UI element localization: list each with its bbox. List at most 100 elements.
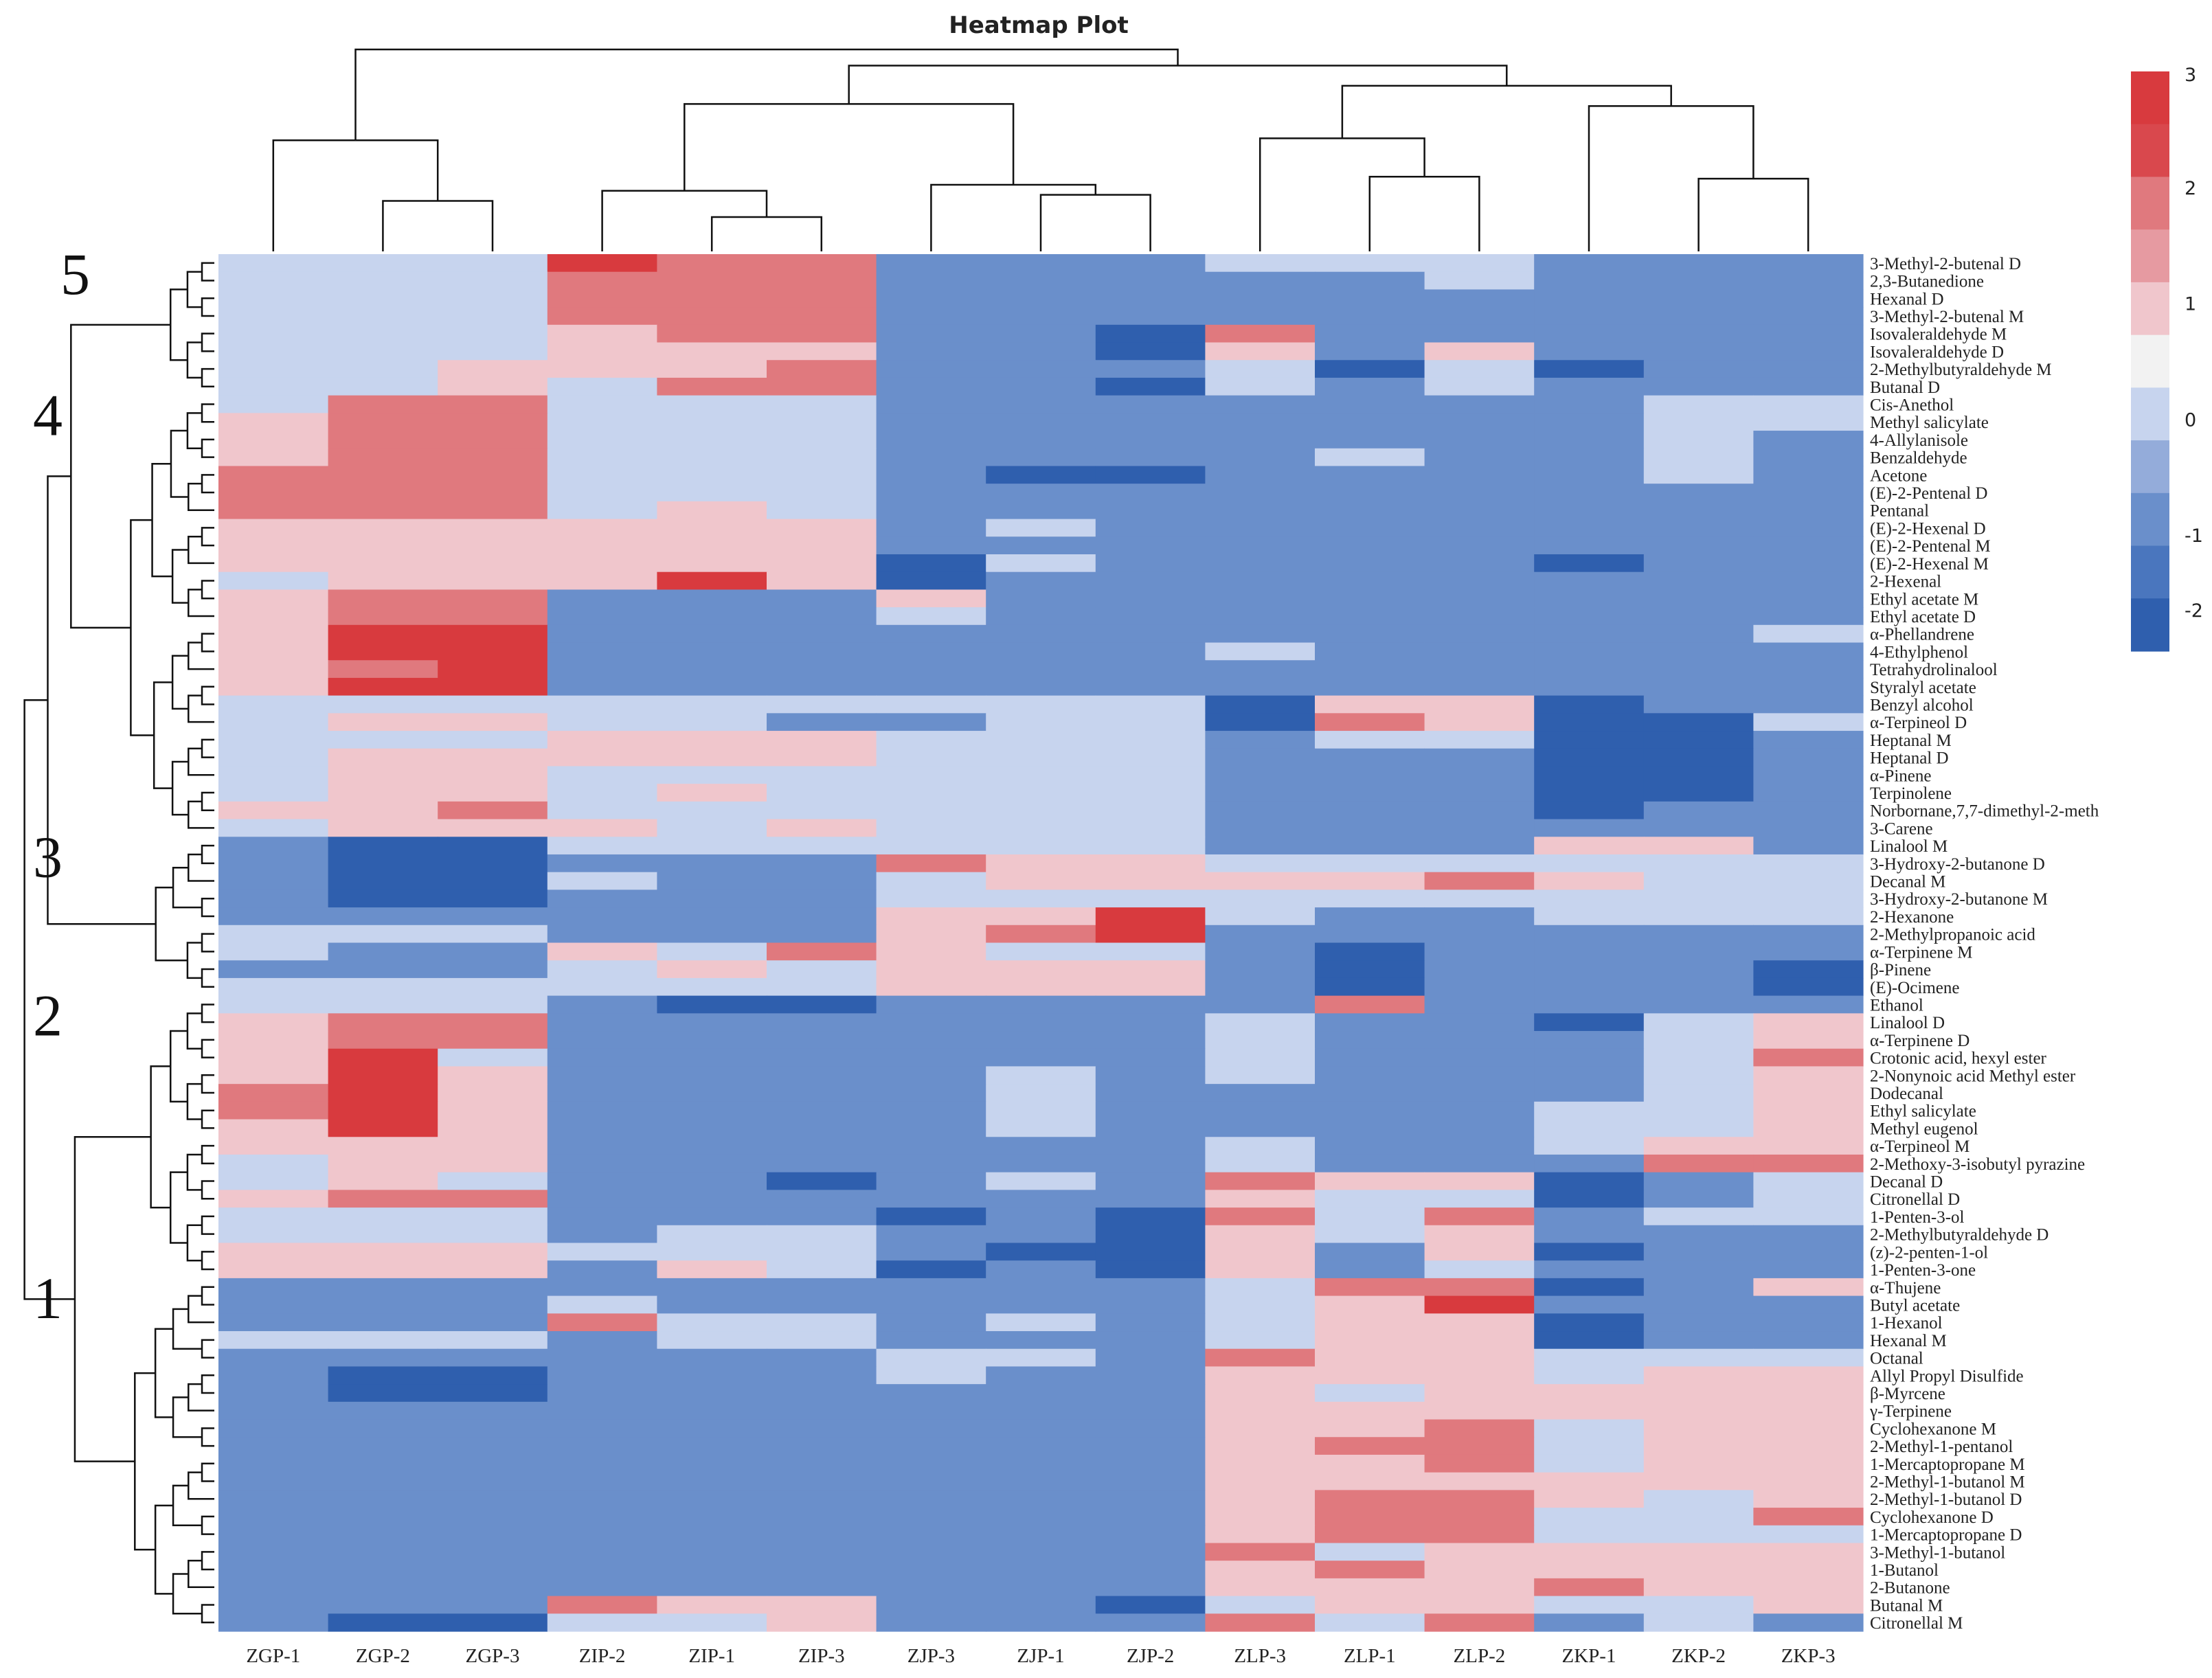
heatmap-cell (986, 748, 1096, 767)
row-label: 2-Hexanone (1870, 908, 1954, 927)
heatmap-cell (1315, 713, 1425, 732)
heatmap-cell (767, 1243, 877, 1261)
heatmap-cell (1753, 1013, 1864, 1032)
row-label: 2-Methoxy-3-isobutyl pyrazine (1870, 1155, 2085, 1174)
heatmap-cell (1534, 448, 1645, 467)
heatmap-cell (218, 1348, 329, 1368)
heatmap-cell (767, 342, 877, 361)
heatmap-cell (1205, 748, 1316, 767)
heatmap-cell (1205, 960, 1316, 979)
heatmap-cell (767, 1419, 877, 1438)
heatmap-cell (328, 1561, 438, 1579)
heatmap-cell (1095, 925, 1206, 944)
row-label: 3-Methyl-2-butenal D (1870, 255, 2021, 273)
heatmap-cell (328, 1366, 438, 1385)
row-label: 2-Methylbutyraldehyde D (1870, 1226, 2049, 1245)
heatmap-cell (767, 1313, 877, 1332)
heatmap-cell (1205, 1561, 1316, 1579)
row-dendrogram-branch (201, 1551, 214, 1571)
heatmap-cell (547, 1472, 657, 1490)
heatmap-cell (218, 748, 329, 767)
row-dendrogram-branch (188, 589, 214, 617)
heatmap-cell (657, 1084, 767, 1102)
heatmap-cell (876, 872, 986, 890)
heatmap-cell (1534, 536, 1645, 555)
heatmap-cell (657, 977, 767, 997)
row-label: 2-Methyl-1-butanol D (1870, 1490, 2022, 1509)
heatmap-cell (1205, 501, 1316, 520)
heatmap-cell (1424, 307, 1535, 326)
heatmap-cell (1643, 801, 1754, 820)
heatmap-cell (1095, 501, 1206, 520)
heatmap-cell (1315, 431, 1425, 449)
heatmap-cell (657, 1031, 767, 1050)
heatmap-cell (328, 1454, 438, 1473)
heatmap-cell (767, 1278, 877, 1297)
heatmap-cell (657, 713, 767, 732)
row-dendrogram-branch (150, 1065, 171, 1209)
heatmap-cell (1095, 889, 1206, 908)
row-dendrogram-branch (201, 1286, 214, 1306)
heatmap-cell (767, 1066, 877, 1085)
heatmap-cell (1534, 748, 1645, 767)
colorbar-legend: 3 2 1 0 -1 -2 (2131, 65, 2203, 652)
heatmap-cell (438, 1454, 548, 1473)
heatmap-cell (986, 660, 1096, 679)
heatmap-cell (1315, 854, 1425, 873)
row-label: Heptanal D (1870, 749, 1949, 768)
heatmap-cell (438, 1208, 548, 1226)
chart-title: Heatmap Plot (949, 12, 1128, 39)
heatmap-cell (1095, 872, 1206, 890)
column-dendrogram-branch (1341, 84, 1672, 139)
heatmap-cell (1205, 1525, 1316, 1544)
heatmap-cell (328, 1154, 438, 1173)
heatmap-cell (1534, 1190, 1645, 1208)
heatmap-cell (1643, 837, 1754, 855)
heatmap-cell (986, 1031, 1096, 1050)
column-label: ZJP-2 (1127, 1645, 1174, 1667)
heatmap-cell (438, 466, 548, 484)
column-dendrogram-branch (684, 103, 1015, 191)
row-label: Cyclohexanone D (1870, 1508, 1994, 1527)
heatmap-cell (657, 1543, 767, 1561)
heatmap-cell (986, 784, 1096, 802)
heatmap-cell (986, 466, 1096, 484)
heatmap-cell (986, 1048, 1096, 1067)
row-dendrogram-branch (70, 324, 171, 629)
heatmap-cell (1753, 660, 1864, 679)
cluster-label: 1 (33, 1265, 63, 1331)
heatmap-cell (438, 342, 548, 361)
heatmap-cell (767, 1613, 877, 1632)
heatmap-cell (1095, 766, 1206, 784)
row-dendrogram-branch (201, 1039, 214, 1058)
heatmap-cell (876, 695, 986, 714)
heatmap-cell (1095, 607, 1206, 626)
heatmap-cell (218, 431, 329, 449)
heatmap-cell (1753, 1172, 1864, 1190)
heatmap-cell (767, 1031, 877, 1050)
heatmap-cell (767, 731, 877, 749)
heatmap-cell (218, 589, 329, 608)
heatmap-cell (767, 1401, 877, 1420)
heatmap-cell (1424, 713, 1535, 732)
heatmap-cell (1205, 324, 1316, 343)
heatmap-cell (547, 1331, 657, 1350)
row-label: Dodecanal (1870, 1085, 1943, 1103)
heatmap-cell (1205, 1366, 1316, 1385)
heatmap-cell (986, 1437, 1096, 1455)
heatmap-cell (547, 695, 657, 714)
heatmap-cell (1424, 360, 1535, 378)
heatmap-cell (438, 1613, 548, 1632)
heatmap-cell (876, 624, 986, 644)
heatmap-cell (1753, 713, 1864, 732)
heatmap-cell (1095, 1384, 1206, 1403)
heatmap-cell (328, 448, 438, 467)
heatmap-cell (986, 677, 1096, 696)
heatmap-cell (767, 766, 877, 784)
heatmap-cell (1753, 324, 1864, 343)
heatmap-cell (1424, 1348, 1535, 1368)
heatmap-cell (1205, 977, 1316, 997)
heatmap-cell (328, 1401, 438, 1420)
heatmap-cell (767, 1331, 877, 1350)
heatmap-cell (986, 289, 1096, 308)
